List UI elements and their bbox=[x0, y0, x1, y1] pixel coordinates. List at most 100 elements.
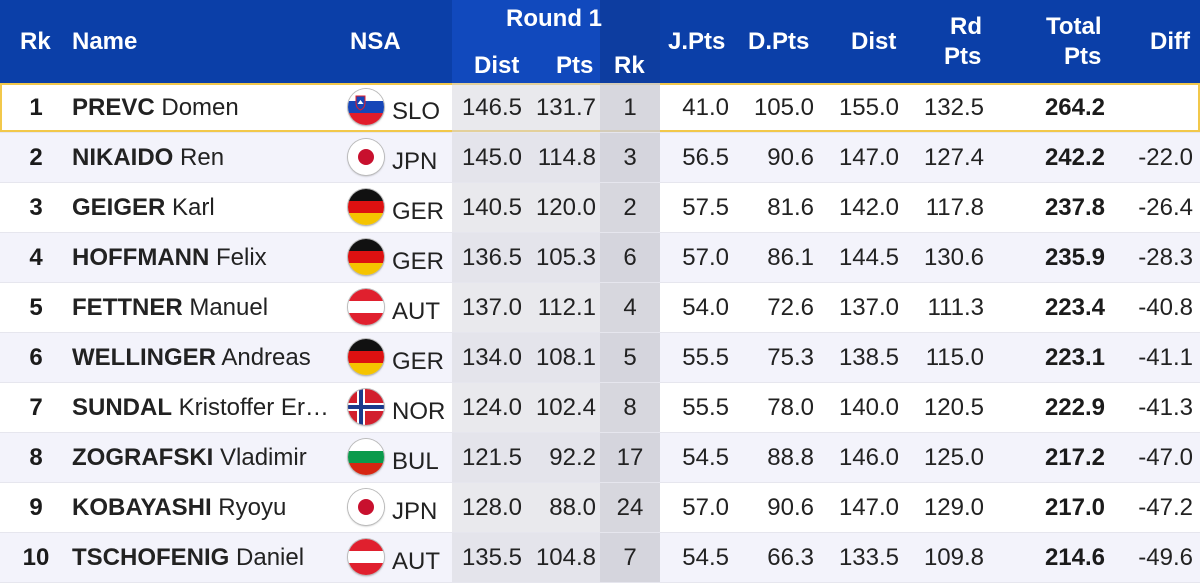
athlete-name[interactable]: SUNDAL Kristoffer Er… bbox=[72, 383, 344, 432]
round-dist-cell: 137.0 bbox=[461, 294, 522, 321]
table-row[interactable]: 6 WELLINGER Andreas GER 134.0 108.1 5 55.5 75.3… bbox=[0, 333, 1200, 383]
distance-points-cell: 105.0 bbox=[753, 94, 814, 121]
nsa-code: BUL bbox=[392, 448, 439, 475]
round-rank-cell: 4 bbox=[623, 294, 637, 321]
distance-cell: 147.0 bbox=[838, 144, 899, 171]
col-header-round-points-line2[interactable]: Pts bbox=[944, 43, 982, 70]
total-points-cell: 214.6 bbox=[1044, 544, 1105, 571]
col-header-total-line2[interactable]: Pts bbox=[1064, 43, 1102, 70]
diff-cell: -26.4 bbox=[1138, 194, 1193, 221]
nsa-code: GER bbox=[392, 248, 445, 275]
round-points-cell: 117.8 bbox=[925, 194, 984, 221]
athlete-first-name: Andreas bbox=[221, 344, 311, 371]
table-row[interactable]: 10 TSCHOFENIG Daniel AUT 135.5 104.8 7 54.5 66.… bbox=[0, 533, 1200, 583]
athlete-name[interactable]: PREVC Domen bbox=[72, 83, 344, 132]
col-header-judge-points[interactable]: J.Pts bbox=[668, 28, 726, 55]
athlete-first-name: Manuel bbox=[189, 294, 269, 321]
diff-cell: -22.0 bbox=[1138, 144, 1193, 171]
aut-flag-icon bbox=[348, 289, 384, 325]
diff-cell: -49.6 bbox=[1138, 544, 1193, 571]
athlete-first-name: Ryoyu bbox=[218, 494, 287, 521]
col-header-round-pts[interactable]: Pts bbox=[556, 52, 594, 79]
athlete-last-name: HOFFMANN bbox=[72, 244, 210, 271]
rank-cell: 10 bbox=[22, 544, 50, 571]
table-row[interactable]: 1 PREVC Domen SLO 146.5 131.7 1 41.0 105.0 155.0… bbox=[0, 83, 1200, 133]
table-row[interactable]: 8 ZOGRAFSKI Vladimir BUL 121.5 92.2 17 54.5 88.… bbox=[0, 433, 1200, 483]
table-row[interactable]: 7 SUNDAL Kristoffer Er… NOR 124.0 102.4 8 55.5… bbox=[0, 383, 1200, 433]
distance-cell: 155.0 bbox=[838, 94, 899, 121]
table-row[interactable]: 4 HOFFMANN Felix GER 136.5 105.3 6 57.0 86.1 144… bbox=[0, 233, 1200, 283]
athlete-last-name: ZOGRAFSKI bbox=[72, 444, 214, 471]
col-header-distance[interactable]: Dist bbox=[851, 28, 897, 55]
round-points-cell: 115.0 bbox=[925, 344, 984, 371]
athlete-last-name: TSCHOFENIG bbox=[72, 544, 230, 571]
col-header-nsa[interactable]: NSA bbox=[350, 28, 401, 55]
athlete-first-name: Daniel bbox=[236, 544, 305, 571]
round-1-rank-band bbox=[600, 83, 660, 132]
table-row[interactable]: 9 KOBAYASHI Ryoyu JPN 128.0 88.0 24 57.0 90.6 14… bbox=[0, 483, 1200, 533]
judge-points-cell: 54.0 bbox=[682, 294, 729, 321]
distance-points-cell: 86.1 bbox=[767, 244, 814, 271]
col-header-diff[interactable]: Diff bbox=[1150, 28, 1190, 55]
diff-cell bbox=[1093, 83, 1193, 132]
athlete-name[interactable]: HOFFMANN Felix bbox=[72, 233, 344, 282]
round-1-rank-band bbox=[600, 183, 660, 232]
round-points-cell: 129.0 bbox=[923, 494, 984, 521]
rank-cell: 7 bbox=[29, 394, 43, 421]
nsa-code: SLO bbox=[392, 98, 441, 125]
rank-cell: 1 bbox=[29, 94, 43, 121]
athlete-name[interactable]: TSCHOFENIG Daniel bbox=[72, 533, 344, 582]
athlete-name[interactable]: NIKAIDO Ren bbox=[72, 133, 344, 182]
distance-points-cell: 78.0 bbox=[767, 394, 814, 421]
nsa-code: AUT bbox=[392, 298, 440, 325]
athlete-first-name: Vladimir bbox=[220, 444, 307, 471]
round-dist-cell: 128.0 bbox=[461, 494, 522, 521]
diff-cell: -47.0 bbox=[1138, 444, 1193, 471]
col-header-total-line1[interactable]: Total bbox=[1046, 13, 1102, 40]
table-row[interactable]: 5 FETTNER Manuel AUT 137.0 112.1 4 54.0 72.6 137… bbox=[0, 283, 1200, 333]
athlete-name[interactable]: GEIGER Karl bbox=[72, 183, 344, 232]
athlete-last-name: GEIGER bbox=[72, 194, 166, 221]
col-header-round-rank[interactable]: Rk bbox=[614, 52, 645, 79]
col-header-round-points-line1[interactable]: Rd bbox=[950, 13, 982, 40]
round-dist-cell: 140.5 bbox=[461, 194, 522, 221]
rank-cell: 2 bbox=[29, 144, 43, 171]
col-header-distance-points[interactable]: D.Pts bbox=[748, 28, 810, 55]
athlete-name[interactable]: KOBAYASHI Ryoyu bbox=[72, 483, 344, 532]
round-dist-cell: 134.0 bbox=[461, 344, 522, 371]
distance-cell: 144.5 bbox=[838, 244, 899, 271]
judge-points-cell: 57.0 bbox=[682, 494, 729, 521]
nor-flag-icon bbox=[348, 389, 384, 425]
athlete-last-name: FETTNER bbox=[72, 294, 183, 321]
round-rank-cell: 2 bbox=[623, 194, 637, 221]
col-header-round-dist[interactable]: Dist bbox=[474, 52, 520, 79]
athlete-last-name: KOBAYASHI bbox=[72, 494, 212, 521]
athlete-name[interactable]: WELLINGER Andreas bbox=[72, 333, 344, 382]
round-rank-cell: 17 bbox=[616, 444, 644, 471]
col-header-name[interactable]: Name bbox=[72, 28, 138, 55]
round-pts-cell: 112.1 bbox=[537, 294, 596, 321]
rank-cell: 8 bbox=[29, 444, 43, 471]
table-row[interactable]: 3 GEIGER Karl GER 140.5 120.0 2 57.5 81.6 142.0 1… bbox=[0, 183, 1200, 233]
round-dist-cell: 121.5 bbox=[461, 444, 522, 471]
round-1-rank-band bbox=[600, 433, 660, 482]
total-points-cell: 217.2 bbox=[1044, 444, 1105, 471]
round-1-rank-band bbox=[600, 283, 660, 332]
athlete-name[interactable]: FETTNER Manuel bbox=[72, 283, 344, 332]
nsa-code: GER bbox=[392, 198, 445, 225]
judge-points-cell: 55.5 bbox=[682, 394, 729, 421]
rank-cell: 3 bbox=[29, 194, 43, 221]
judge-points-cell: 57.5 bbox=[682, 194, 729, 221]
col-header-rank[interactable]: Rk bbox=[20, 28, 51, 55]
ger-flag-icon bbox=[348, 339, 384, 375]
round-pts-cell: 88.0 bbox=[549, 494, 596, 521]
distance-points-cell: 81.6 bbox=[767, 194, 814, 221]
round-rank-cell: 3 bbox=[623, 144, 637, 171]
athlete-first-name: Kristoffer Er… bbox=[178, 394, 329, 421]
athlete-name[interactable]: ZOGRAFSKI Vladimir bbox=[72, 433, 344, 482]
round-points-cell: 127.4 bbox=[923, 144, 984, 171]
table-row[interactable]: 2 NIKAIDO Ren JPN 145.0 114.8 3 56.5 90.6 147.0 1… bbox=[0, 133, 1200, 183]
round-rank-cell: 8 bbox=[623, 394, 637, 421]
distance-cell: 140.0 bbox=[838, 394, 899, 421]
